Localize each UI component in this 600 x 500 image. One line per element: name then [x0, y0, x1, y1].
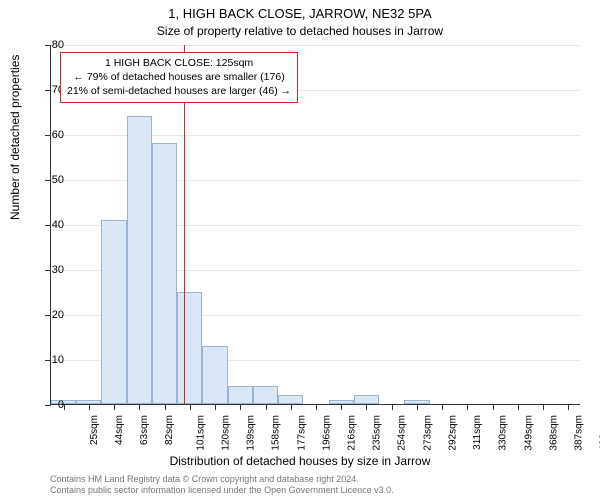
gridline — [51, 45, 580, 46]
x-tick-label: 273sqm — [422, 415, 433, 451]
x-tick-label: 63sqm — [139, 415, 150, 445]
x-tick-label: 44sqm — [114, 415, 125, 445]
y-tick — [45, 90, 51, 91]
x-tick-label: 330sqm — [498, 415, 509, 451]
x-tick-label: 368sqm — [548, 415, 559, 451]
x-tick-label: 349sqm — [523, 415, 534, 451]
x-tick-label: 158sqm — [271, 415, 282, 451]
histogram-bar — [127, 116, 152, 404]
x-tick-label: 292sqm — [448, 415, 459, 451]
y-tick-label: 0 — [58, 399, 64, 411]
histogram-bar — [101, 220, 126, 405]
x-tick-label: 101sqm — [195, 415, 206, 451]
x-tick — [215, 404, 216, 410]
annotation-line: 1 HIGH BACK CLOSE: 125sqm — [67, 56, 291, 70]
footer-line-1: Contains HM Land Registry data © Crown c… — [50, 474, 394, 486]
x-tick — [366, 404, 367, 410]
x-tick — [543, 404, 544, 410]
y-tick-label: 20 — [52, 309, 64, 321]
y-tick-label: 80 — [52, 39, 64, 51]
y-tick — [45, 270, 51, 271]
x-tick — [240, 404, 241, 410]
y-tick-label: 50 — [52, 174, 64, 186]
annotation-line: ← 79% of detached houses are smaller (17… — [67, 70, 291, 84]
x-tick — [139, 404, 140, 410]
x-tick — [266, 404, 267, 410]
x-tick-label: 139sqm — [246, 415, 257, 451]
x-tick-label: 235sqm — [372, 415, 383, 451]
histogram-bar — [253, 386, 278, 404]
x-tick — [392, 404, 393, 410]
histogram-bar — [152, 143, 177, 404]
chart-title: 1, HIGH BACK CLOSE, JARROW, NE32 5PA — [0, 6, 600, 21]
histogram-bar — [354, 395, 379, 404]
y-tick — [45, 225, 51, 226]
x-tick — [165, 404, 166, 410]
y-tick — [45, 360, 51, 361]
x-tick — [341, 404, 342, 410]
x-tick — [467, 404, 468, 410]
x-tick — [493, 404, 494, 410]
x-axis-title: Distribution of detached houses by size … — [0, 454, 600, 468]
histogram-bar — [177, 292, 202, 405]
x-tick — [518, 404, 519, 410]
x-tick — [291, 404, 292, 410]
y-tick-label: 60 — [52, 129, 64, 141]
x-tick-label: 254sqm — [397, 415, 408, 451]
x-tick — [190, 404, 191, 410]
y-tick — [45, 405, 51, 406]
footer-line-2: Contains public sector information licen… — [50, 485, 394, 497]
y-tick — [45, 135, 51, 136]
y-tick-label: 30 — [52, 264, 64, 276]
x-tick-label: 82sqm — [164, 415, 175, 445]
annotation-line: 21% of semi-detached houses are larger (… — [67, 84, 291, 98]
x-tick-label: 387sqm — [574, 415, 585, 451]
x-tick-label: 196sqm — [321, 415, 332, 451]
x-tick-label: 120sqm — [220, 415, 231, 451]
histogram-bar — [228, 386, 253, 404]
histogram-bar — [278, 395, 303, 404]
x-tick-label: 177sqm — [296, 415, 307, 451]
x-tick — [442, 404, 443, 410]
y-tick — [45, 180, 51, 181]
x-tick — [316, 404, 317, 410]
y-tick-label: 10 — [52, 354, 64, 366]
x-tick — [89, 404, 90, 410]
x-tick — [417, 404, 418, 410]
x-tick — [568, 404, 569, 410]
attribution-footer: Contains HM Land Registry data © Crown c… — [50, 474, 394, 497]
y-tick — [45, 315, 51, 316]
x-tick-label: 25sqm — [89, 415, 100, 445]
annotation-box: 1 HIGH BACK CLOSE: 125sqm← 79% of detach… — [60, 52, 298, 103]
x-tick-label: 216sqm — [347, 415, 358, 451]
x-tick-label: 311sqm — [472, 415, 483, 450]
x-tick — [114, 404, 115, 410]
y-tick-label: 40 — [52, 219, 64, 231]
histogram-bar — [202, 346, 227, 405]
chart-subtitle: Size of property relative to detached ho… — [0, 24, 600, 38]
y-tick — [45, 45, 51, 46]
y-axis-title: Number of detached properties — [8, 55, 22, 220]
